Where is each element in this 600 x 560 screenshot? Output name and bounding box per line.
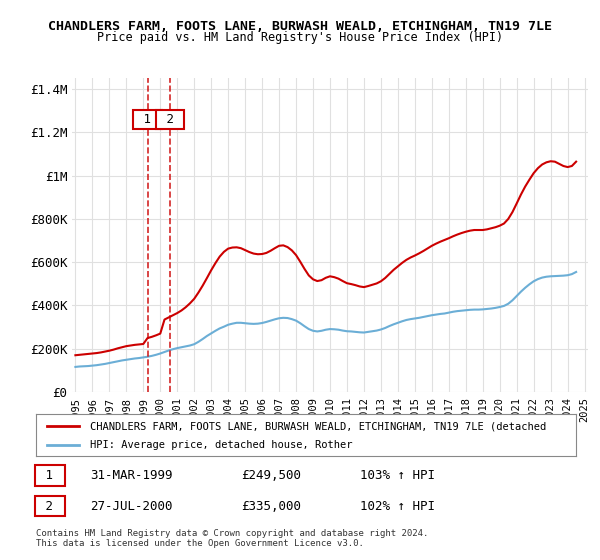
Text: 27-JUL-2000: 27-JUL-2000 (90, 500, 173, 513)
Text: Contains HM Land Registry data © Crown copyright and database right 2024.: Contains HM Land Registry data © Crown c… (36, 529, 428, 538)
Text: 103% ↑ HPI: 103% ↑ HPI (360, 469, 435, 482)
Text: 1: 1 (136, 113, 159, 125)
Text: 102% ↑ HPI: 102% ↑ HPI (360, 500, 435, 513)
Text: 1: 1 (38, 469, 61, 482)
Text: £335,000: £335,000 (241, 500, 301, 513)
Text: CHANDLERS FARM, FOOTS LANE, BURWASH WEALD, ETCHINGHAM, TN19 7LE: CHANDLERS FARM, FOOTS LANE, BURWASH WEAL… (48, 20, 552, 32)
Text: 2: 2 (159, 113, 181, 125)
Text: HPI: Average price, detached house, Rother: HPI: Average price, detached house, Roth… (90, 440, 353, 450)
Text: 31-MAR-1999: 31-MAR-1999 (90, 469, 173, 482)
Text: This data is licensed under the Open Government Licence v3.0.: This data is licensed under the Open Gov… (36, 539, 364, 548)
Text: £249,500: £249,500 (241, 469, 301, 482)
Text: CHANDLERS FARM, FOOTS LANE, BURWASH WEALD, ETCHINGHAM, TN19 7LE (detached: CHANDLERS FARM, FOOTS LANE, BURWASH WEAL… (90, 421, 546, 431)
Text: 2: 2 (38, 500, 61, 513)
Text: Price paid vs. HM Land Registry's House Price Index (HPI): Price paid vs. HM Land Registry's House … (97, 31, 503, 44)
